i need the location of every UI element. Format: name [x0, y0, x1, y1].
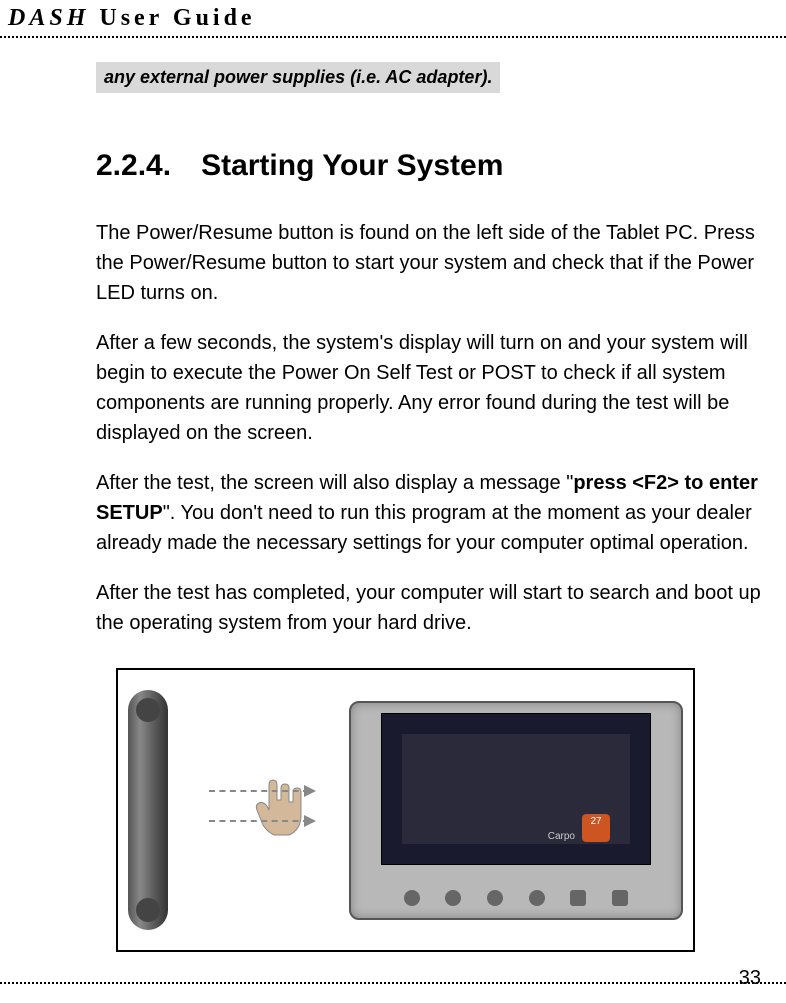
footer-divider	[0, 982, 786, 984]
carpo-label: Carpo	[548, 829, 575, 844]
arrow-head-bottom-icon	[304, 815, 316, 827]
guide-title: User Guide	[89, 5, 255, 31]
tablet-side-view	[128, 690, 168, 930]
page-header: DASH User Guide	[0, 0, 786, 32]
hand-icon	[249, 770, 309, 840]
tablet-figure: Carpo 27	[116, 668, 695, 952]
tablet-hw-button	[487, 890, 503, 906]
tablet-hw-button	[612, 890, 628, 906]
paragraph-3: After the test, the screen will also dis…	[96, 468, 766, 558]
arrow-line-top	[209, 790, 309, 792]
p3-after: ". You don't need to run this program at…	[96, 502, 752, 554]
page-number: 33	[739, 967, 761, 990]
paragraph-2: After a few seconds, the system's displa…	[96, 328, 766, 448]
header-divider	[0, 36, 786, 38]
page-content: any external power supplies (i.e. AC ada…	[0, 42, 786, 952]
section-number: 2.2.4.	[96, 149, 171, 182]
tablet-button-row	[391, 890, 641, 906]
p3-before: After the test, the screen will also dis…	[96, 472, 573, 494]
tablet-hw-button	[445, 890, 461, 906]
paragraph-1: The Power/Resume button is found on the …	[96, 218, 766, 308]
tablet-hw-button	[529, 890, 545, 906]
paragraph-4: After the test has completed, your compu…	[96, 578, 766, 638]
section-title: Starting Your System	[201, 149, 503, 182]
tablet-front-view: Carpo 27	[349, 701, 683, 920]
brand-name: DASH	[8, 5, 89, 31]
page-footer: 33	[0, 978, 786, 988]
calendar-badge: 27	[582, 814, 610, 842]
arrow-line-bottom	[209, 820, 309, 822]
tablet-hw-button	[570, 890, 586, 906]
note-box: any external power supplies (i.e. AC ada…	[96, 62, 500, 93]
arrow-head-top-icon	[304, 785, 316, 797]
motion-arrows	[199, 760, 319, 860]
tablet-hw-button	[404, 890, 420, 906]
tablet-screen: Carpo 27	[381, 713, 651, 865]
section-heading: 2.2.4. Starting Your System	[96, 143, 766, 188]
